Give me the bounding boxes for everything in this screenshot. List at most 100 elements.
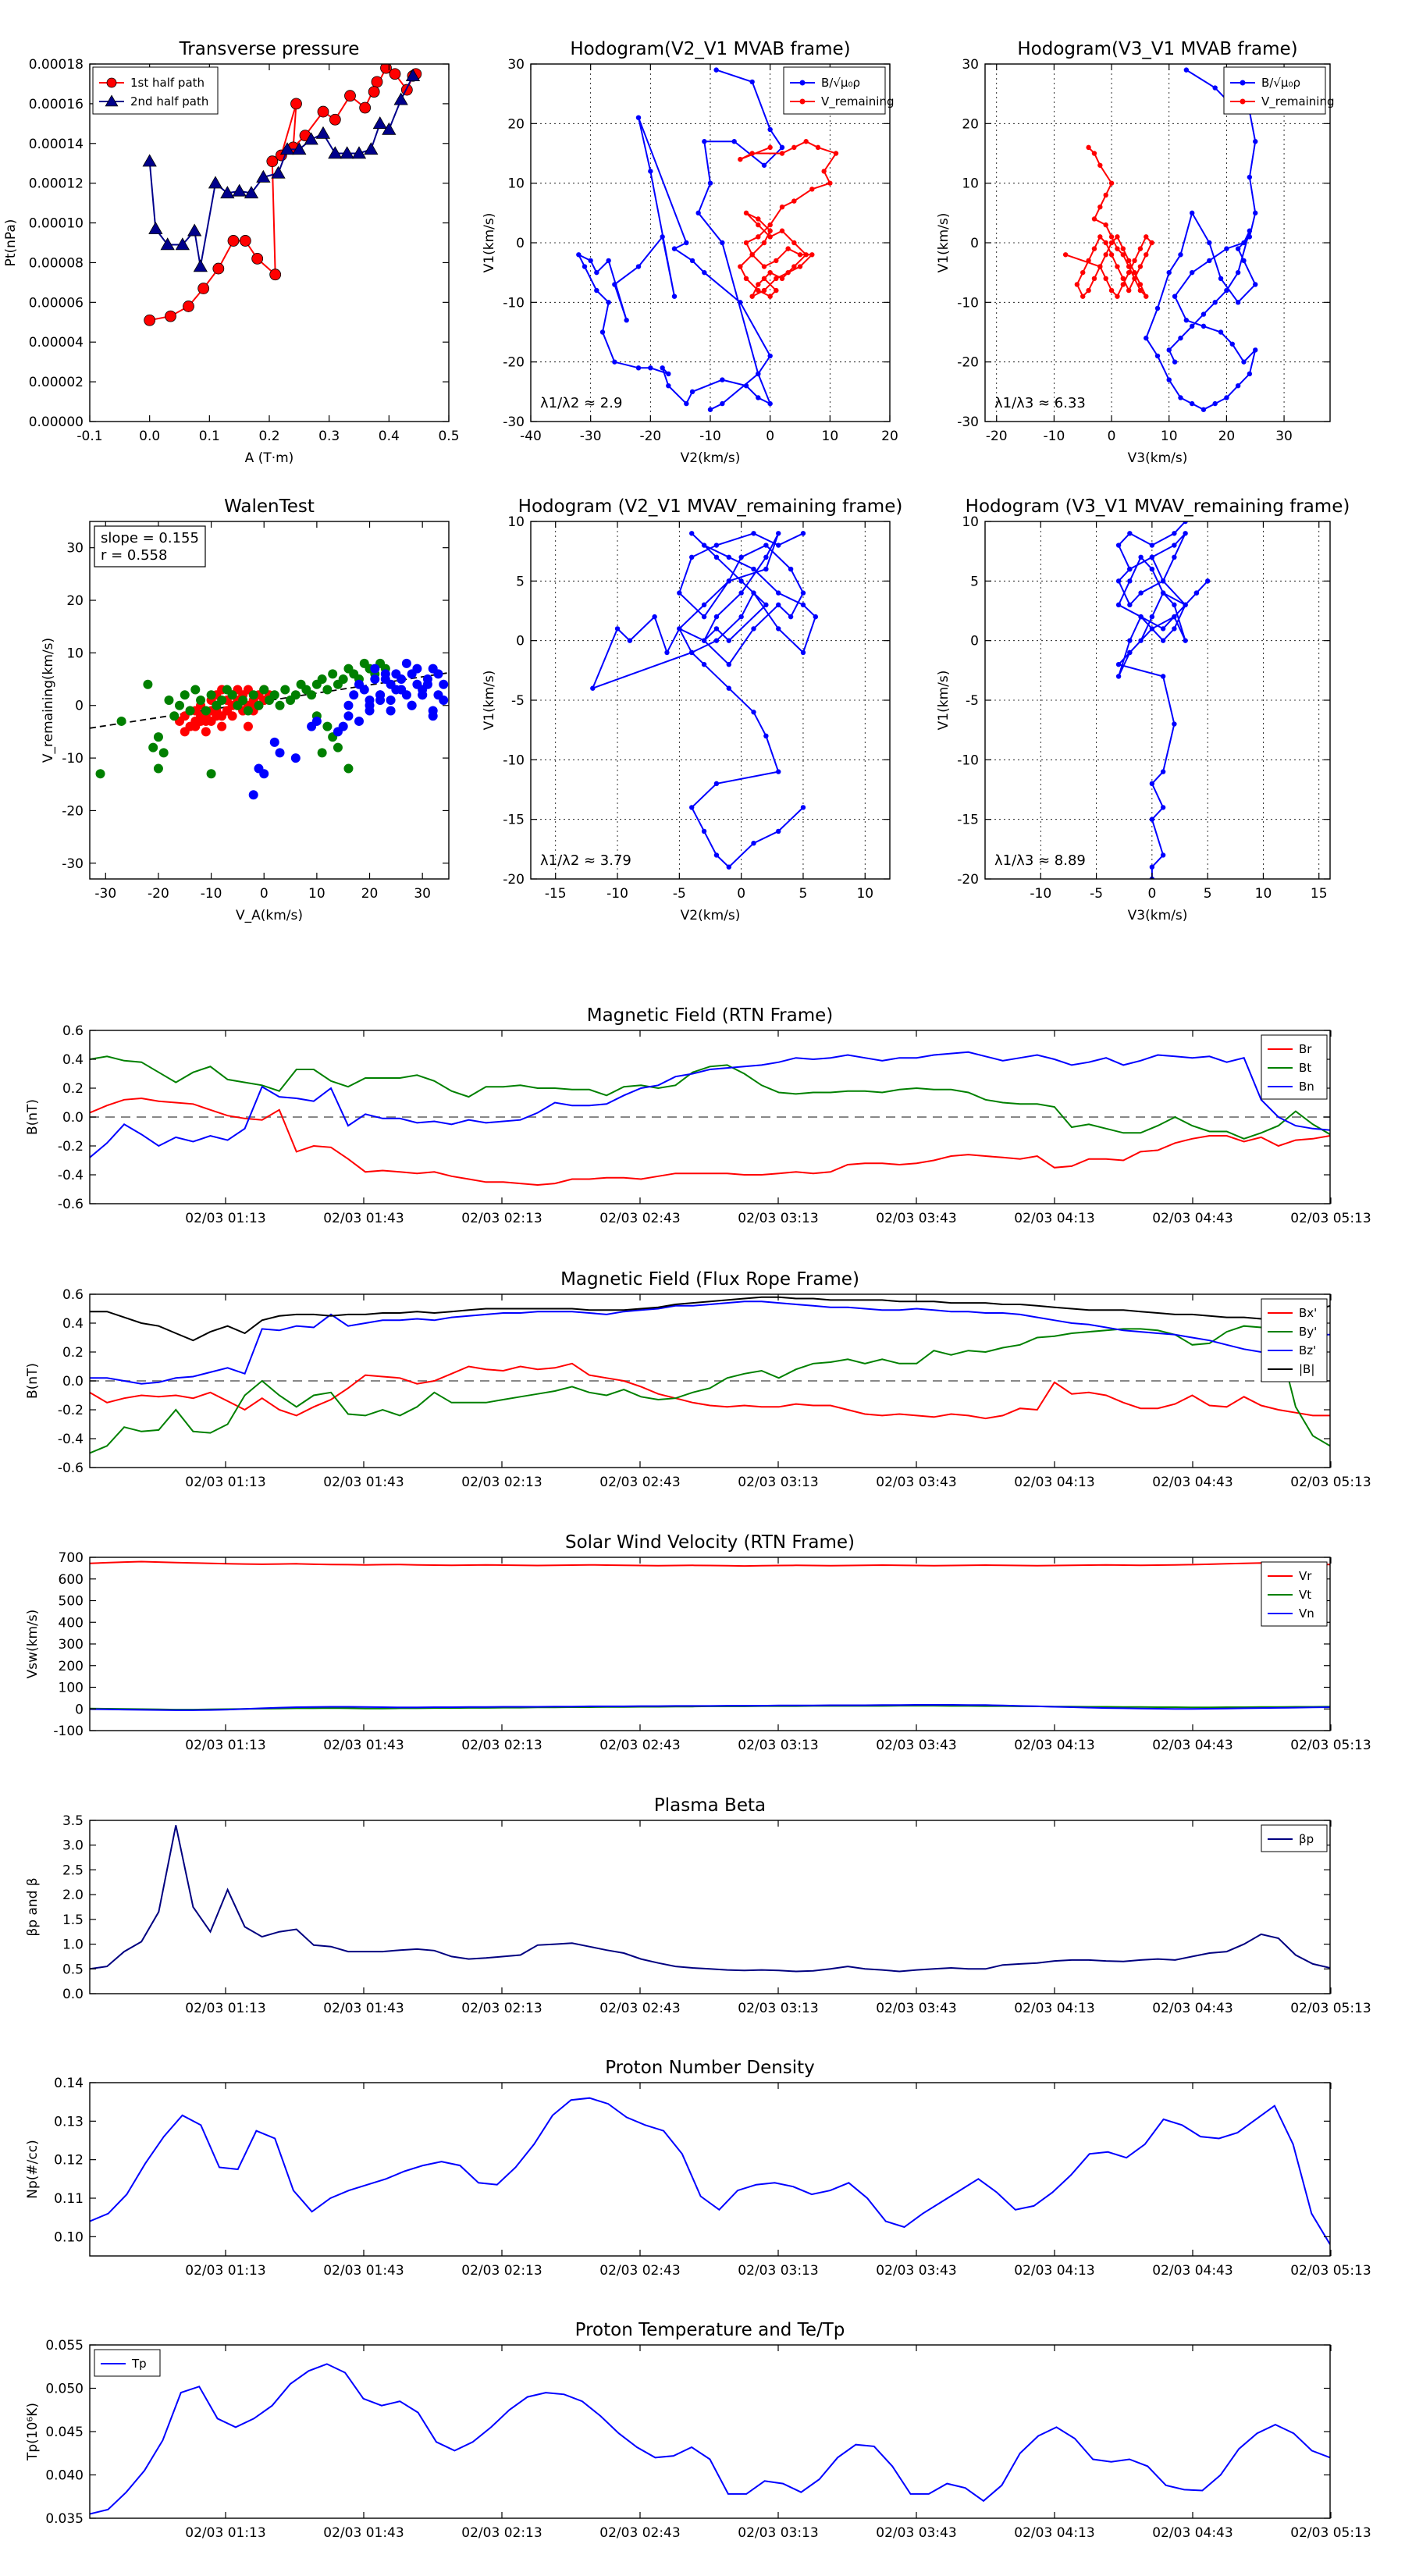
data-point [343, 763, 354, 774]
y-tick-label: 0.2 [62, 1081, 84, 1097]
data-point [328, 146, 343, 159]
data-point [751, 531, 756, 536]
data-point [660, 234, 665, 240]
data-point [1160, 638, 1166, 643]
data-point [779, 228, 785, 233]
data-point [666, 383, 671, 389]
data-point [779, 205, 785, 210]
data-point [720, 240, 725, 246]
data-point [785, 246, 791, 251]
hodogram-v3-v1-mvab-chart: -20 -10 0 10 20 30 -30 -20 -10 0 10 20 30 Hodogram(V3… [936, 39, 1335, 466]
x-tick-label: 02/03 05:13 [1290, 2525, 1371, 2541]
legend: Bx' By' Bz' |B| [1261, 1298, 1328, 1382]
series-green [95, 658, 390, 779]
data-point [1253, 282, 1258, 287]
data-point [338, 674, 348, 685]
data-point [105, 94, 119, 107]
data-point [751, 626, 756, 632]
data-point [1108, 287, 1115, 294]
data-point [743, 210, 749, 216]
y-axis-label: V1(km/s) [482, 213, 497, 273]
chart-title: Hodogram(V3_V1 MVAB frame) [1017, 39, 1297, 59]
data-point [809, 187, 815, 192]
data-point [800, 602, 806, 608]
data-point [774, 258, 779, 264]
data-point [1154, 353, 1161, 359]
x-tick-label: -20 [148, 886, 169, 902]
data-point [761, 240, 767, 246]
legend-label: B/√μ₀ρ [821, 76, 860, 90]
series-line-Vr [90, 1560, 1330, 1567]
x-tick-label: -30 [94, 886, 116, 902]
data-point [713, 554, 720, 560]
data-point [1178, 335, 1183, 341]
data-point [702, 269, 707, 276]
data-point [803, 139, 809, 144]
data-point [1127, 566, 1133, 572]
data-point [380, 674, 390, 685]
x-tick-label: 02/03 02:43 [599, 2001, 680, 2016]
legend-label: Bt [1299, 1061, 1311, 1075]
data-point [701, 602, 707, 608]
x-tick-label: 5 [799, 886, 808, 902]
data-point [1126, 287, 1132, 294]
data-point [1172, 554, 1177, 560]
series-line-Bx' [90, 1362, 1330, 1420]
axes-frame [89, 2344, 1331, 2519]
data-point [153, 763, 163, 774]
data-point [1103, 222, 1108, 228]
data-point [1115, 674, 1122, 679]
data-point [217, 696, 227, 705]
data-point [338, 721, 348, 731]
x-tick-label: 5 [1204, 886, 1212, 902]
data-point [1204, 578, 1211, 584]
x-tick-label: 02/03 02:13 [461, 1211, 542, 1226]
data-point [695, 210, 701, 216]
data-point [761, 264, 767, 269]
data-point [1144, 234, 1149, 240]
plot-area [142, 64, 422, 326]
y-axis-label: V1(km/s) [936, 213, 951, 273]
x-tick-label: 0 [260, 886, 269, 902]
x-tick-label: 02/03 05:13 [1290, 1738, 1371, 1753]
y-tick-label: 0 [75, 1702, 84, 1717]
series-line-Bt [90, 1055, 1330, 1140]
y-axis-label: Vsw(km/s) [25, 1610, 41, 1679]
data-point [776, 590, 781, 596]
y-tick-label: 0.0 [62, 1987, 84, 2002]
data-point [821, 169, 827, 174]
chart-title: Proton Temperature and Te/Tp [575, 2320, 845, 2340]
plot-area [90, 1560, 1330, 1711]
data-point [1166, 347, 1172, 353]
legend-frame [783, 66, 886, 115]
y-tick-label: 0 [516, 634, 525, 649]
data-point [1080, 294, 1086, 299]
data-point [776, 626, 781, 632]
x-tick-label: 02/03 04:13 [1014, 2263, 1094, 2279]
data-point [206, 769, 216, 779]
series-line-βp [90, 1825, 1330, 1973]
data-point [217, 721, 227, 731]
data-point [684, 400, 689, 407]
x-tick-label: -20 [986, 429, 1008, 444]
data-point [212, 262, 225, 275]
y-axis-label: Pt(nPa) [3, 219, 19, 267]
data-point [1115, 246, 1120, 251]
data-point [349, 690, 359, 700]
legend-label: V_remaining [821, 94, 895, 109]
data-point [180, 690, 190, 700]
x-tick-label: 0.0 [139, 429, 160, 444]
y-tick-label: 5 [970, 574, 979, 589]
data-point [1115, 662, 1122, 667]
data-point [743, 383, 749, 389]
y-tick-label: 0.5 [62, 1962, 84, 1977]
data-point [311, 716, 322, 726]
data-point [290, 690, 301, 700]
data-point [1224, 287, 1229, 294]
data-point [648, 169, 653, 174]
data-point [239, 235, 251, 247]
eigenvalue-ratio: λ1/λ3 ≈ 8.89 [994, 852, 1086, 869]
data-point [809, 252, 815, 258]
data-point [1183, 531, 1188, 536]
data-point [788, 566, 794, 572]
